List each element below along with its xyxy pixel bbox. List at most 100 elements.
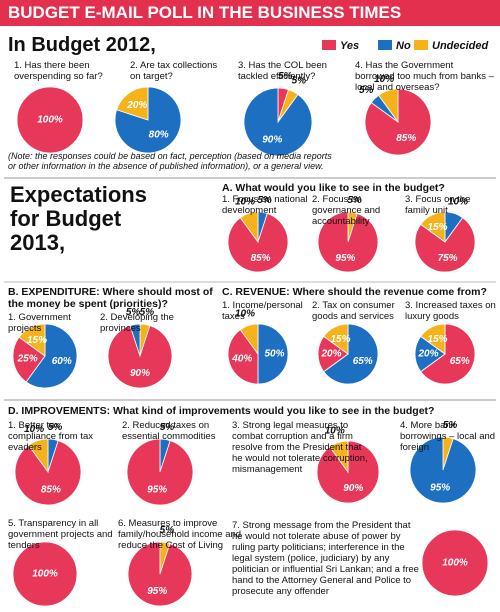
pie-slice — [28, 438, 49, 474]
pie-slice — [420, 323, 476, 385]
pie-slice — [12, 336, 46, 383]
value-label: 50% — [264, 349, 284, 360]
legend-label: No — [396, 40, 411, 52]
note: (Note: the responses could be based on f… — [8, 151, 332, 171]
question: 2. Are tax collections on target? — [130, 60, 218, 82]
pie-slice — [378, 88, 399, 124]
section-heading: B. EXPENDITURE: Where should most of the… — [8, 286, 213, 310]
pie-slice — [227, 329, 259, 385]
value-label: 95% — [147, 485, 167, 496]
pie-slice — [127, 541, 193, 607]
value-label: 10% — [374, 74, 394, 85]
value-label: 90% — [130, 368, 150, 379]
value-label: 100% — [32, 569, 58, 580]
value-label: 5% — [347, 195, 362, 206]
pie-slice — [329, 440, 349, 474]
question: 1. Has there been overspending so far? — [14, 60, 103, 82]
value-label: 40% — [231, 354, 252, 365]
value-label: 100% — [442, 558, 468, 569]
pie-slice — [18, 323, 46, 357]
value-label: 5% — [278, 71, 293, 82]
pie-slice — [14, 440, 82, 506]
question: 3. Focus on the family unit — [405, 194, 471, 216]
pie-slice — [107, 325, 173, 389]
question: 5. Transparency in all government projec… — [8, 518, 113, 551]
value-label: 5% — [292, 76, 307, 87]
pie-slice — [409, 436, 477, 504]
legend-label: Undecided — [432, 40, 489, 52]
pie-slice — [126, 438, 194, 506]
question: 2. Focus on governance and accountabilit… — [312, 194, 381, 227]
section-heading: A. What would you like to see in the bud… — [222, 182, 445, 194]
pie-slice — [227, 212, 289, 273]
question: 2. Reduced taxes on essential commoditie… — [122, 420, 216, 442]
value-label: 5% — [160, 525, 175, 536]
value-label: 15% — [27, 335, 47, 346]
question: 2. Tax on consumer goods and services — [312, 300, 395, 322]
value-label: 100% — [37, 115, 63, 126]
value-label: 25% — [17, 353, 38, 364]
title-bar — [0, 0, 500, 26]
pie-slice — [414, 335, 446, 373]
value-label: 90% — [262, 134, 282, 145]
question: 3. Has the COL been tackled efficiently? — [238, 60, 327, 82]
value-label: 65% — [353, 356, 373, 367]
pie-slice — [239, 211, 259, 244]
value-label: 60% — [52, 356, 72, 367]
value-label: 65% — [450, 356, 470, 367]
value-label: 5% — [257, 195, 272, 206]
question: 1. Income/personal taxes — [222, 300, 303, 322]
pie-slice — [323, 323, 379, 385]
legend-label: Yes — [340, 40, 359, 52]
pie-slice — [116, 86, 149, 121]
page-title: BUDGET E-MAIL POLL IN THE BUSINESS TIMES — [8, 3, 402, 22]
question: 1. Focus on national development — [222, 194, 308, 216]
question: 3. Increased taxes on luxury goods — [405, 300, 496, 322]
pie-slice — [257, 323, 289, 385]
pie-slice — [420, 323, 446, 355]
question: 4. Has the Government borrowed too much … — [355, 60, 494, 93]
value-label: 80% — [149, 129, 169, 140]
legend-swatch — [414, 40, 428, 50]
value-label: 15% — [428, 334, 448, 345]
value-label: 5% — [160, 422, 175, 433]
value-label: 85% — [251, 253, 271, 264]
legend-swatch — [322, 40, 336, 50]
pie-slice — [12, 541, 78, 607]
value-label: 15% — [428, 222, 448, 233]
value-label: 15% — [331, 334, 351, 345]
pie-slice — [420, 211, 446, 243]
question: 3. Strong legal measures to combat corru… — [232, 420, 368, 475]
question: 6. Measures to improve family/household … — [118, 518, 242, 551]
section-title: In Budget 2012, — [8, 34, 156, 56]
value-label: 90% — [343, 483, 363, 494]
question: 1. Better tax compliance from tax evader… — [8, 420, 94, 453]
value-label: 95% — [430, 483, 450, 494]
value-label: 5% — [443, 420, 458, 431]
section-heading: C. REVENUE: Where should the revenue com… — [222, 286, 487, 298]
value-label: 5% — [359, 85, 374, 96]
pie-slice — [323, 323, 349, 355]
value-label: 20% — [417, 349, 438, 360]
value-label: 5% — [140, 307, 155, 318]
pie-slice — [16, 86, 84, 154]
value-label: 10% — [235, 197, 255, 208]
value-label: 85% — [41, 485, 61, 496]
value-label: 20% — [126, 100, 147, 111]
pie-slice — [421, 529, 489, 597]
value-label: 10% — [325, 426, 345, 437]
question: 4. More bank borrowings – local and fore… — [400, 420, 496, 453]
value-label: 5% — [48, 422, 63, 433]
legend-swatch — [378, 40, 392, 50]
value-label: 85% — [396, 133, 416, 144]
value-label: 10% — [24, 424, 44, 435]
section-title: Expectations for Budget 2013, — [10, 182, 147, 255]
question: 2. Developing the provinces — [100, 312, 174, 334]
value-label: 5% — [126, 307, 141, 318]
question: 1. Government projects — [8, 312, 71, 334]
section-heading: D. IMPROVEMENTS: What kind of improvemen… — [8, 405, 435, 417]
pie-slice — [129, 323, 141, 357]
value-label: 95% — [335, 253, 355, 264]
